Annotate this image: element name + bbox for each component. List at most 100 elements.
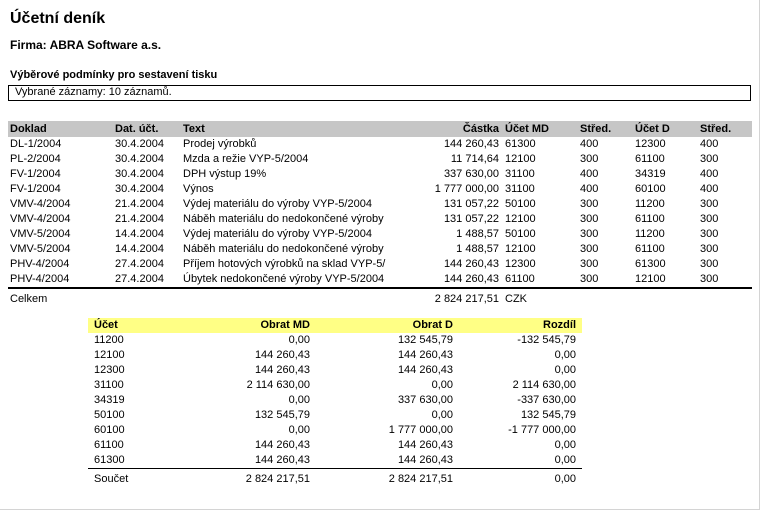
- table-cell: 300: [700, 213, 719, 225]
- table-cell: 11200: [635, 198, 665, 210]
- summary-total-md: 2 824 217,51: [206, 468, 316, 488]
- table-cell: 131 057,22: [443, 213, 499, 225]
- table-cell: 50100: [505, 198, 536, 210]
- column-header-rozdil: Rozdíl: [459, 318, 582, 333]
- table-cell: 12300: [505, 258, 536, 270]
- table-cell: 300: [700, 273, 719, 285]
- table-cell: 337 630,00: [443, 168, 499, 180]
- table-cell: PHV-4/2004: [10, 258, 70, 270]
- table-cell: 61100: [635, 213, 665, 225]
- conditions-value: Vybrané záznamy: 10 záznamů.: [15, 86, 172, 98]
- table-row: 34319 0,00 337 630,00 -337 630,00: [88, 393, 582, 408]
- table-cell: 30.4.2004: [115, 183, 164, 195]
- company-line: Firma: ABRA Software a.s.: [10, 38, 162, 52]
- table-row: VMV-4/2004 21.4.2004 Výdej materiálu do vý…: [8, 197, 752, 212]
- journal-total-amount: 2 824 217,51: [423, 287, 505, 308]
- report-page: Účetní deník Firma: ABRA Software a.s. V…: [8, 10, 752, 488]
- table-cell: 400: [700, 168, 719, 180]
- table-row: DL-1/2004 30.4.2004 Prodej výrobků 144 260,…: [8, 137, 752, 152]
- table-cell: Náběh materiálu do nedokončené výroby: [183, 243, 384, 255]
- table-cell: 30.4.2004: [115, 153, 164, 165]
- table-cell: 1 777 000,00: [434, 183, 499, 195]
- table-cell: 0,00: [288, 394, 310, 406]
- table-row: 60100 0,00 1 777 000,00 -1 777 000,00: [88, 423, 582, 438]
- table-cell: 144 260,43: [397, 439, 453, 451]
- table-cell: 30.4.2004: [115, 138, 164, 150]
- table-cell: 1 488,57: [456, 228, 499, 240]
- table-cell: 300: [700, 198, 719, 210]
- table-cell: 300: [580, 153, 599, 165]
- summary-total-rozdil: 0,00: [459, 468, 582, 488]
- summary-table-footer: Součet 2 824 217,51 2 824 217,51 0,00: [88, 468, 582, 488]
- table-row: 11200 0,00 132 545,79 -132 545,79: [88, 333, 582, 348]
- table-row: VMV-5/2004 14.4.2004 Náběh materiálu do ne…: [8, 242, 752, 257]
- table-cell: 31100: [505, 183, 535, 195]
- table-cell: 61300: [94, 454, 125, 466]
- column-header-obrat-d: Obrat D: [316, 318, 459, 333]
- table-cell: 300: [580, 213, 599, 225]
- empty-cell: [635, 287, 700, 308]
- table-cell: 12100: [94, 349, 125, 361]
- table-cell: 300: [580, 198, 599, 210]
- table-cell: 144 260,43: [254, 439, 310, 451]
- table-cell: 144 260,43: [443, 273, 499, 285]
- table-row: 61100 144 260,43 144 260,43 0,00: [88, 438, 582, 453]
- table-cell: 60100: [94, 424, 125, 436]
- summary-total-label: Součet: [88, 468, 206, 488]
- summary-total-row: Součet 2 824 217,51 2 824 217,51 0,00: [88, 468, 582, 488]
- table-cell: 131 057,22: [443, 198, 499, 210]
- journal-table-header: Doklad Dat. účt. Text Částka Účet MD Stř…: [8, 121, 752, 137]
- table-cell: 50100: [94, 409, 125, 421]
- column-header-ucet-d: Účet D: [635, 121, 700, 137]
- table-cell: 12300: [94, 364, 125, 376]
- table-cell: 21.4.2004: [115, 213, 164, 225]
- table-row: 12100 144 260,43 144 260,43 0,00: [88, 348, 582, 363]
- conditions-heading: Výběrové podmínky pro sestavení tisku: [10, 69, 218, 81]
- table-row: PHV-4/2004 27.4.2004 Příjem hotových výrob…: [8, 257, 752, 272]
- table-cell: 1 777 000,00: [388, 424, 453, 436]
- page-title: Účetní deník: [10, 10, 106, 27]
- table-cell: 0,00: [431, 409, 453, 421]
- table-cell: -1 777 000,00: [508, 424, 576, 436]
- table-cell: 0,00: [288, 334, 310, 346]
- column-header-text: Text: [183, 121, 423, 137]
- table-cell: 132 545,79: [520, 409, 576, 421]
- table-cell: DL-1/2004: [10, 138, 62, 150]
- table-cell: -132 545,79: [517, 334, 576, 346]
- table-cell: 12300: [635, 138, 666, 150]
- table-cell: 12100: [505, 213, 536, 225]
- table-cell: 144 260,43: [443, 258, 499, 270]
- journal-total-currency: CZK: [505, 287, 580, 308]
- table-cell: 144 260,43: [443, 138, 499, 150]
- journal-total-row: Celkem 2 824 217,51 CZK: [8, 287, 752, 308]
- table-cell: VMV-5/2004: [10, 243, 71, 255]
- table-cell: 300: [700, 228, 719, 240]
- table-cell: Mzda a režie VYP-5/2004: [183, 153, 309, 165]
- table-cell: 30.4.2004: [115, 168, 164, 180]
- table-cell: 400: [580, 138, 599, 150]
- table-cell: 31100: [94, 379, 124, 391]
- table-cell: 12100: [635, 273, 666, 285]
- column-header-castka: Částka: [423, 121, 505, 137]
- table-row: 31100 2 114 630,00 0,00 2 114 630,00: [88, 378, 582, 393]
- header-row: Doklad Dat. účt. Text Částka Účet MD Stř…: [8, 121, 752, 137]
- column-header-ucet: Účet: [88, 318, 206, 333]
- table-cell: 1 488,57: [456, 243, 499, 255]
- summary-table-header: Účet Obrat MD Obrat D Rozdíl: [88, 318, 582, 333]
- table-cell: 0,00: [554, 439, 576, 451]
- table-cell: Výdej materiálu do výroby VYP-5/2004: [183, 228, 372, 240]
- table-cell: 12100: [505, 243, 536, 255]
- table-cell: 144 260,43: [397, 364, 453, 376]
- column-header-stred-md: Střed.: [580, 121, 635, 137]
- table-cell: 144 260,43: [254, 364, 310, 376]
- table-cell: 12100: [505, 153, 536, 165]
- table-cell: 300: [580, 228, 599, 240]
- table-cell: Úbytek nedokončené výroby VYP-5/2004: [183, 273, 385, 285]
- table-cell: 400: [700, 138, 719, 150]
- empty-cell: [580, 287, 635, 308]
- table-cell: 11200: [635, 228, 665, 240]
- table-cell: 300: [700, 153, 719, 165]
- table-cell: VMV-5/2004: [10, 228, 71, 240]
- table-cell: 0,00: [554, 364, 576, 376]
- table-cell: DPH výstup 19%: [183, 168, 267, 180]
